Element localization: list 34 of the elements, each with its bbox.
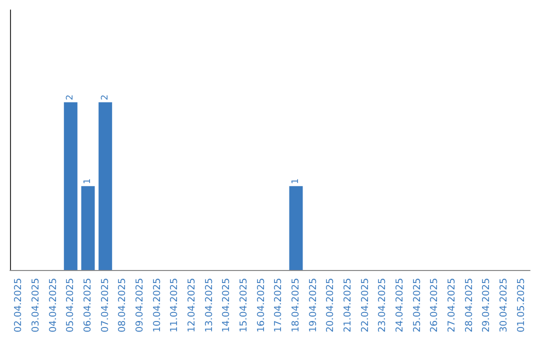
x-tick-label: 03.04.2025: [30, 278, 42, 332]
x-tick-label: 02.04.2025: [13, 278, 24, 332]
x-tick-label: 12.04.2025: [186, 278, 198, 332]
x-tick-label: 10.04.2025: [152, 278, 163, 332]
x-tick-label: 22.04.2025: [360, 278, 371, 332]
data-label: 2: [66, 94, 76, 100]
x-tick-label: 26.04.2025: [429, 278, 440, 332]
x-tick-label: 19.04.2025: [308, 278, 319, 332]
x-tick-label: 29.04.2025: [481, 278, 492, 332]
x-tick-label: 28.04.2025: [464, 278, 475, 332]
x-tick-label: 13.04.2025: [204, 278, 215, 332]
x-tick-label: 16.04.2025: [256, 278, 267, 332]
x-tick-label: 23.04.2025: [377, 278, 388, 332]
x-tick-label: 01.05.2025: [516, 278, 527, 332]
x-tick-label: 07.04.2025: [100, 278, 111, 332]
data-label: 2: [100, 94, 110, 100]
x-tick-label: 18.04.2025: [290, 278, 302, 332]
x-tick-label: 15.04.2025: [238, 278, 250, 332]
x-tick-label: 24.04.2025: [394, 278, 406, 332]
x-tick-label: 20.04.2025: [325, 278, 336, 332]
x-tick-label: 04.04.2025: [48, 278, 59, 332]
x-tick-label: 09.04.2025: [134, 278, 146, 332]
x-tick-label: 06.04.2025: [82, 278, 94, 332]
x-tick-label: 14.04.2025: [221, 278, 232, 332]
x-tick-label: 05.04.2025: [65, 278, 76, 332]
x-tick-label: 27.04.2025: [446, 278, 458, 332]
x-tick-label: 25.04.2025: [412, 278, 423, 332]
x-tick-label: 17.04.2025: [273, 278, 284, 332]
x-tick-label: 08.04.2025: [117, 278, 128, 332]
data-label: 1: [291, 178, 301, 184]
data-label: 1: [83, 178, 93, 184]
x-tick-label: 21.04.2025: [342, 278, 354, 332]
x-tick-label: 30.04.2025: [498, 278, 510, 332]
x-tick-label: 11.04.2025: [169, 278, 180, 332]
